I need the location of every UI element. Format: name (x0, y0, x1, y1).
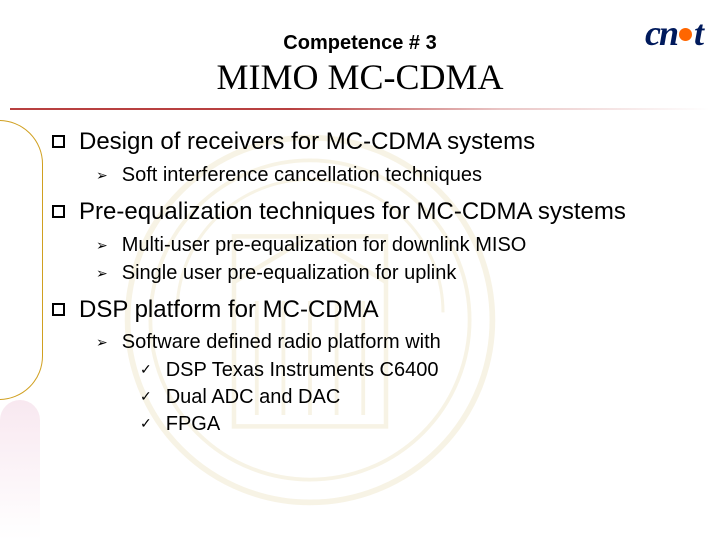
arrow-bullet-icon: ➢ (96, 237, 108, 254)
square-bullet-icon (52, 135, 65, 148)
divider (10, 108, 710, 110)
sublist-item-label: Software defined radio platform with (122, 330, 441, 355)
sublist-item-label: Multi-user pre-equalization for downlink… (122, 233, 527, 258)
sublist-item: ➢ Single user pre-equalization for uplin… (96, 261, 700, 286)
subsublist-item: ✓ Dual ADC and DAC (140, 385, 700, 410)
check-bullet-icon: ✓ (140, 388, 152, 405)
list-item-label: Design of receivers for MC-CDMA systems (79, 128, 535, 157)
square-bullet-icon (52, 303, 65, 316)
sublist-item: ➢ Software defined radio platform with (96, 330, 700, 355)
check-bullet-icon: ✓ (140, 415, 152, 432)
subsublist-item: ✓ FPGA (140, 412, 700, 437)
check-bullet-icon: ✓ (140, 361, 152, 378)
list-item-label: Pre-equalization techniques for MC-CDMA … (79, 198, 626, 227)
list-item: DSP platform for MC-CDMA (52, 296, 700, 325)
sublist-item-label: Single user pre-equalization for uplink (122, 261, 457, 286)
list-item: Design of receivers for MC-CDMA systems (52, 128, 700, 157)
sublist-item-label: Soft interference cancellation technique… (122, 163, 482, 188)
square-bullet-icon (52, 205, 65, 218)
left-pill-shape (0, 120, 43, 400)
arrow-bullet-icon: ➢ (96, 265, 108, 282)
list-item: Pre-equalization techniques for MC-CDMA … (52, 198, 700, 227)
content: Design of receivers for MC-CDMA systems … (52, 128, 700, 439)
arrow-bullet-icon: ➢ (96, 334, 108, 351)
arrow-bullet-icon: ➢ (96, 167, 108, 184)
sublist-item: ➢ Multi-user pre-equalization for downli… (96, 233, 700, 258)
subsublist-item: ✓ DSP Texas Instruments C6400 (140, 358, 700, 383)
subsublist-item-label: DSP Texas Instruments C6400 (166, 358, 439, 383)
subsublist-item-label: Dual ADC and DAC (166, 385, 341, 410)
left-gradient-shape (0, 400, 40, 540)
subsublist-item-label: FPGA (166, 412, 220, 437)
list-item-label: DSP platform for MC-CDMA (79, 296, 379, 325)
page-title: MIMO MC-CDMA (0, 56, 720, 98)
supertitle: Competence # 3 (0, 32, 720, 55)
sublist-item: ➢ Soft interference cancellation techniq… (96, 163, 700, 188)
